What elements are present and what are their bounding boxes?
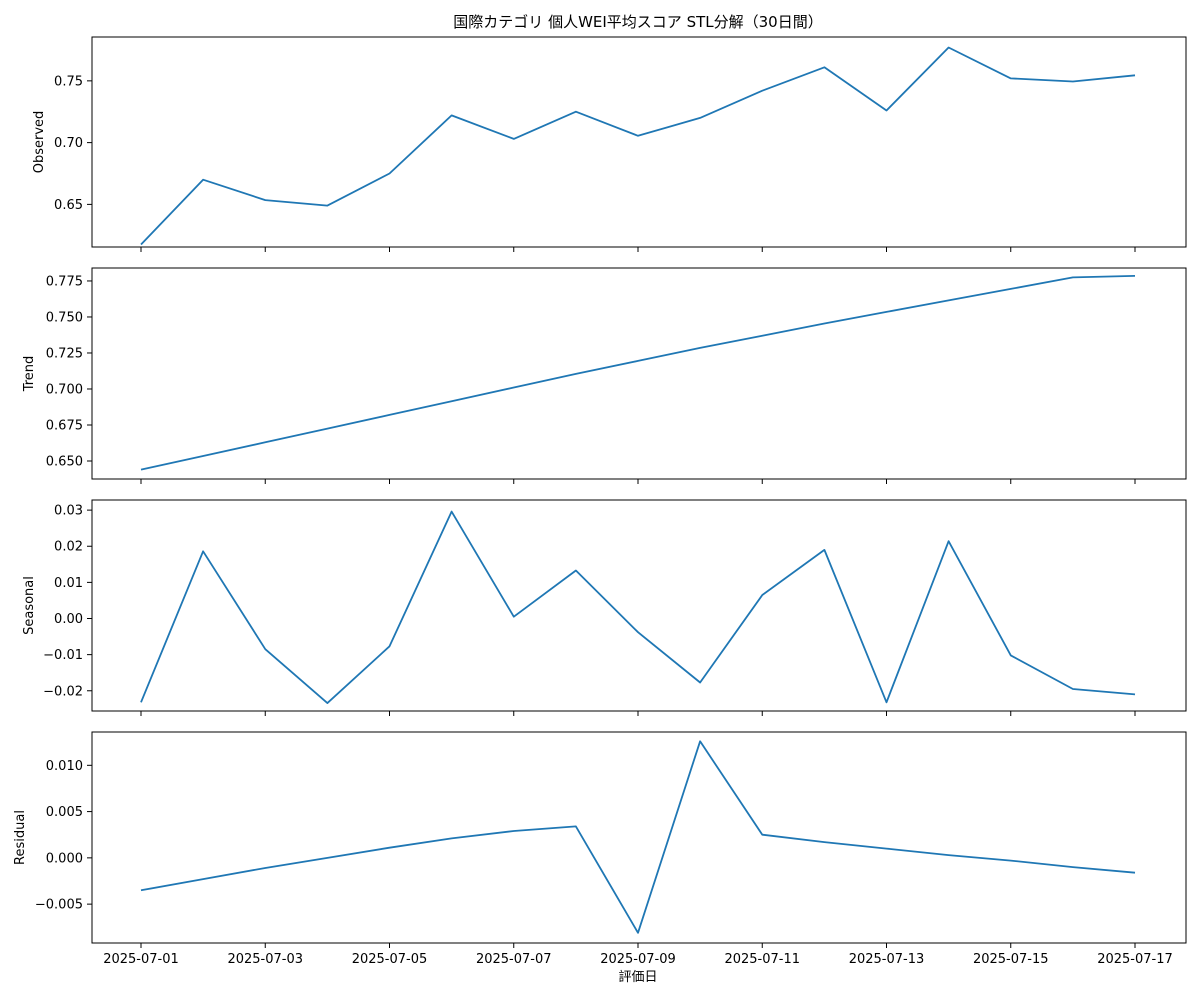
y-tick-label: 0.675 — [46, 418, 83, 433]
y-tick-label: 0.00 — [54, 612, 83, 627]
y-tick-label: 0.725 — [46, 346, 83, 361]
y-tick-label: −0.005 — [35, 898, 83, 913]
panel-frame — [91, 499, 1187, 712]
y-tick-label: 0.700 — [46, 382, 83, 397]
panel-observed: 0.65 0.70 0.75 Observed — [32, 36, 1187, 252]
series-line-trend — [140, 275, 1136, 471]
panel-frame — [91, 36, 1187, 248]
y-tick-label: 0.01 — [54, 576, 83, 591]
y-tick-label: 0.03 — [54, 504, 83, 519]
series-line-observed — [140, 46, 1136, 246]
y-tick-label: 0.010 — [46, 759, 83, 774]
y-tick-label: 0.75 — [54, 74, 83, 89]
series-line-seasonal — [140, 510, 1136, 704]
x-tick-label: 2025-07-13 — [849, 952, 925, 967]
panel-frame — [91, 731, 1187, 944]
y-tick-label: 0.02 — [54, 540, 83, 555]
x-tick-label: 2025-07-07 — [476, 952, 552, 967]
x-tick-label: 2025-07-05 — [352, 952, 428, 967]
y-tick-label: 0.775 — [46, 274, 83, 289]
x-tick-label: 2025-07-03 — [227, 952, 303, 967]
y-axis-label: Observed — [32, 111, 47, 174]
y-tick-label: 0.650 — [46, 454, 83, 469]
x-tick-label: 2025-07-11 — [724, 952, 800, 967]
y-tick-label: −0.02 — [43, 684, 83, 699]
y-tick-label: 0.70 — [54, 136, 83, 151]
panels: 0.65 0.70 0.75 Observed 0.650 0.675 0.700 0.725… — [13, 36, 1187, 967]
y-tick-label: 0.750 — [46, 310, 83, 325]
x-tick-label: 2025-07-09 — [600, 952, 676, 967]
x-tick-label: 2025-07-01 — [103, 952, 179, 967]
y-tick-label: 0.000 — [46, 851, 83, 866]
panel-trend: 0.650 0.675 0.700 0.725 0.750 0.775 Trend — [22, 267, 1187, 484]
y-tick-label: 0.65 — [54, 198, 83, 213]
series-line-residual — [140, 740, 1136, 934]
panel-residual: −0.005 0.000 0.005 0.010 Residual — [13, 731, 1187, 948]
y-axis-label: Trend — [22, 356, 37, 393]
chart-title: 国際カテゴリ 個人WEI平均スコア STL分解（30日間） — [453, 13, 822, 31]
y-axis-label: Residual — [13, 810, 28, 865]
panel-seasonal: −0.02 −0.01 0.00 0.01 0.02 0.03 Seasonal — [22, 499, 1187, 716]
y-axis-label: Seasonal — [22, 576, 37, 635]
panel-frame — [91, 267, 1187, 480]
x-axis-label: 評価日 — [618, 970, 657, 985]
x-tick-label: 2025-07-15 — [973, 952, 1049, 967]
y-tick-label: −0.01 — [43, 648, 83, 663]
y-tick-label: 0.005 — [46, 805, 83, 820]
x-tick-label: 2025-07-17 — [1097, 952, 1173, 967]
